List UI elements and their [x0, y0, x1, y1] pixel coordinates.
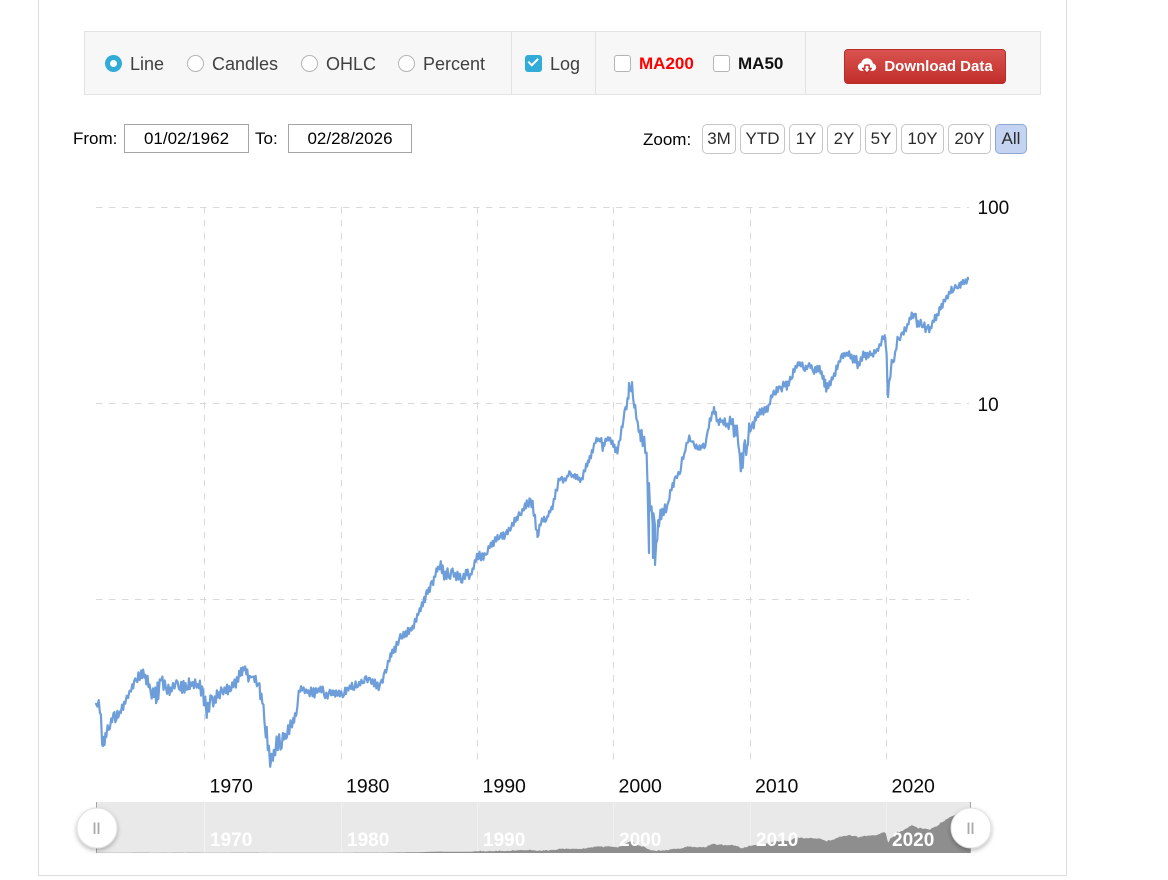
svg-text:1980: 1980 [347, 830, 389, 851]
svg-text:2000: 2000 [619, 830, 661, 851]
svg-text:1990: 1990 [483, 830, 525, 851]
svg-text:1980: 1980 [346, 776, 390, 798]
svg-text:2010: 2010 [755, 776, 799, 798]
svg-text:1990: 1990 [483, 776, 527, 798]
svg-text:2010: 2010 [756, 830, 798, 851]
svg-text:2020: 2020 [892, 830, 934, 851]
svg-text:1970: 1970 [210, 776, 254, 798]
svg-text:100: 100 [978, 198, 1010, 219]
svg-text:10: 10 [978, 395, 999, 416]
svg-text:2020: 2020 [892, 776, 936, 798]
svg-text:2000: 2000 [619, 776, 663, 798]
svg-text:1970: 1970 [210, 830, 252, 851]
